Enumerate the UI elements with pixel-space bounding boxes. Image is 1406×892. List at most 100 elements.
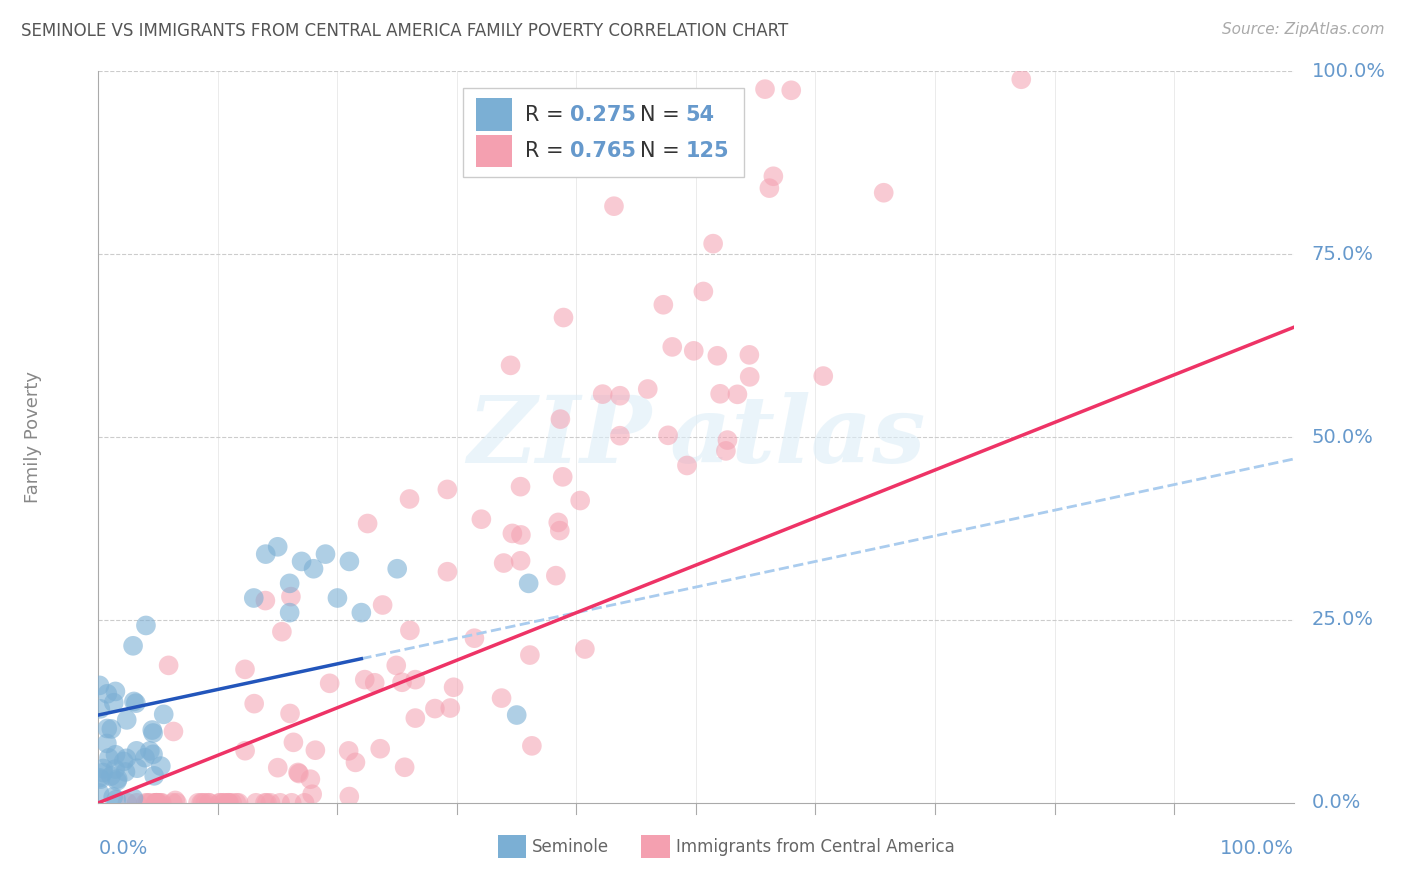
Point: [135, 618, 157, 632]
Point: [716, 433, 738, 447]
Point: [873, 186, 896, 200]
Point: [278, 606, 301, 620]
Point: [280, 590, 302, 604]
Point: [754, 82, 776, 96]
Point: [209, 796, 232, 810]
Point: [762, 169, 785, 184]
Point: [423, 701, 446, 715]
Point: [148, 796, 170, 810]
Point: [212, 796, 235, 810]
Point: [96, 736, 118, 750]
Point: [368, 741, 391, 756]
Point: [166, 796, 188, 810]
Point: [280, 796, 302, 810]
Point: [141, 723, 163, 737]
Point: [398, 491, 420, 506]
Text: Family Poverty: Family Poverty: [24, 371, 42, 503]
Point: [104, 684, 127, 698]
Point: [122, 791, 145, 805]
Point: [344, 756, 367, 770]
Point: [399, 624, 422, 638]
Point: [291, 554, 314, 568]
Text: 25.0%: 25.0%: [1312, 610, 1374, 630]
Point: [436, 565, 458, 579]
Point: [443, 680, 465, 694]
Point: [706, 349, 728, 363]
Point: [145, 796, 167, 810]
Point: [89, 786, 111, 800]
Point: [302, 562, 325, 576]
Point: [463, 631, 485, 645]
Point: [198, 796, 221, 810]
Point: [100, 769, 122, 783]
Point: [676, 458, 699, 473]
Text: Source: ZipAtlas.com: Source: ZipAtlas.com: [1222, 22, 1385, 37]
Point: [149, 759, 172, 773]
Point: [134, 750, 156, 764]
Point: [269, 796, 291, 810]
Point: [738, 369, 761, 384]
Point: [165, 793, 187, 807]
Point: [288, 766, 311, 780]
Point: [142, 726, 165, 740]
Text: N =: N =: [640, 104, 686, 125]
Point: [350, 606, 373, 620]
Point: [135, 796, 157, 810]
Point: [245, 796, 267, 810]
Point: [122, 694, 145, 708]
Point: [100, 722, 122, 736]
Point: [758, 181, 780, 195]
Point: [1010, 72, 1032, 87]
Text: R =: R =: [524, 141, 571, 161]
Point: [287, 765, 309, 780]
Text: 100.0%: 100.0%: [1219, 839, 1294, 858]
Point: [1004, 50, 1026, 64]
Point: [112, 755, 135, 769]
Point: [661, 340, 683, 354]
Point: [104, 747, 127, 762]
Point: [337, 744, 360, 758]
Point: [315, 547, 337, 561]
Text: 50.0%: 50.0%: [1312, 427, 1374, 447]
Text: N =: N =: [640, 141, 686, 161]
Point: [115, 751, 138, 765]
Point: [326, 591, 349, 605]
Point: [337, 789, 360, 804]
Point: [146, 796, 169, 810]
Point: [592, 387, 614, 401]
Point: [104, 762, 127, 776]
Point: [709, 386, 731, 401]
Text: Immigrants from Central America: Immigrants from Central America: [676, 838, 955, 855]
Point: [218, 796, 240, 810]
Point: [569, 493, 592, 508]
Point: [89, 678, 111, 692]
Point: [356, 516, 378, 531]
Point: [506, 708, 529, 723]
Point: [145, 796, 167, 810]
Point: [385, 658, 408, 673]
Point: [682, 343, 704, 358]
Point: [103, 696, 125, 710]
Point: [304, 743, 326, 757]
Point: [548, 524, 571, 538]
Point: [96, 687, 118, 701]
Point: [267, 540, 290, 554]
Point: [212, 796, 235, 810]
Point: [198, 796, 221, 810]
Point: [162, 724, 184, 739]
Point: [107, 772, 129, 786]
Point: [738, 348, 761, 362]
Point: [491, 691, 513, 706]
Point: [391, 675, 413, 690]
Point: [125, 696, 148, 710]
Point: [519, 648, 541, 662]
Text: ZIP atlas: ZIP atlas: [467, 392, 925, 482]
Point: [1018, 51, 1040, 65]
Point: [91, 765, 114, 780]
Point: [233, 744, 256, 758]
Point: [509, 480, 531, 494]
Point: [517, 576, 540, 591]
Point: [725, 387, 748, 401]
FancyBboxPatch shape: [498, 835, 526, 858]
Point: [318, 676, 340, 690]
